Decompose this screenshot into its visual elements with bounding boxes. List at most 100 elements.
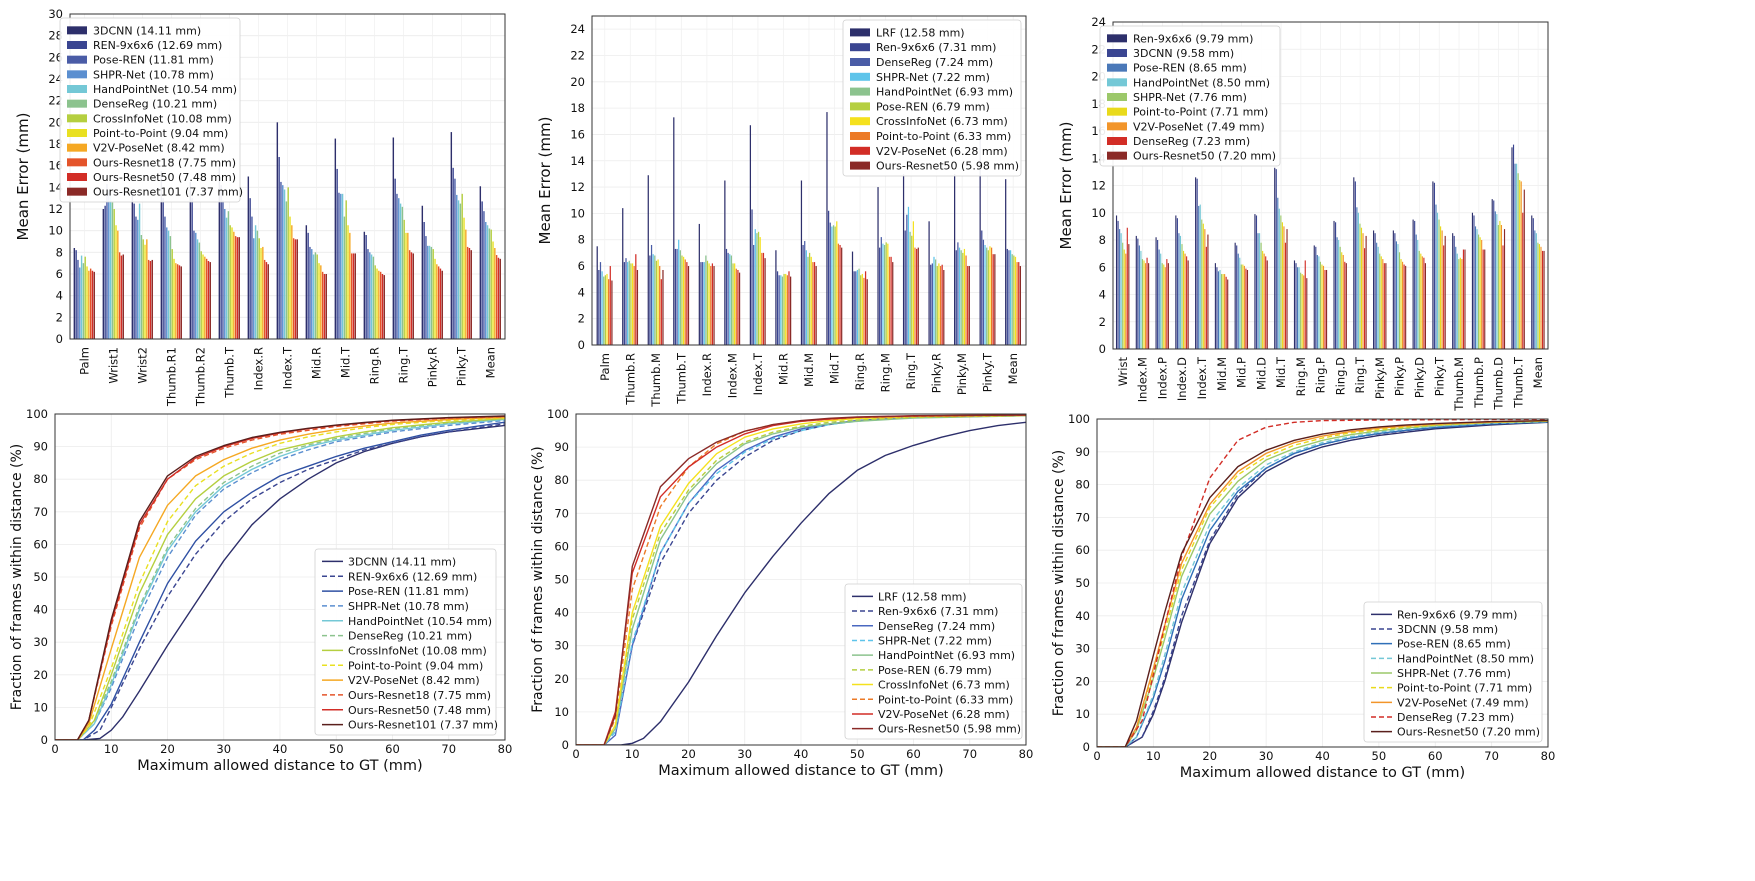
x-tick-label: Mean <box>1006 353 1020 384</box>
bar <box>1240 264 1242 349</box>
bar <box>1502 245 1504 349</box>
bar <box>115 225 117 339</box>
bar <box>753 244 755 345</box>
bar <box>378 270 380 339</box>
bar <box>1122 242 1124 349</box>
y-tick-label: 10 <box>554 705 569 719</box>
y-axis-label: Fraction of frames within distance (%) <box>9 444 25 710</box>
bar <box>1219 269 1221 349</box>
bar <box>1283 226 1285 349</box>
x-tick-label: Mid.P <box>1235 357 1249 388</box>
bar <box>888 256 891 345</box>
bar <box>780 275 782 345</box>
y-tick-label: 24 <box>48 72 63 86</box>
bar <box>225 217 228 339</box>
y-tick-label: 24 <box>1091 15 1106 29</box>
bar <box>732 263 734 345</box>
bar <box>650 244 653 345</box>
bar <box>1364 248 1366 349</box>
bar <box>178 265 181 339</box>
bar <box>341 193 344 339</box>
bar <box>318 263 320 339</box>
series-line <box>55 415 505 740</box>
bar <box>176 264 179 339</box>
x-tick-label: Pinky.R <box>426 347 440 387</box>
bar <box>175 263 177 339</box>
bar <box>138 203 141 339</box>
bar <box>253 238 255 339</box>
legend: Ren-9x6x6 (9.79 mm) 3DCNN (9.58 mm) Pose-R… <box>1099 25 1281 167</box>
y-tick-label: 8 <box>1099 233 1106 247</box>
bar <box>938 263 940 345</box>
bar <box>1532 218 1534 349</box>
legend-label: HandPointNet (10.54 mm) <box>93 83 237 96</box>
y-tick-label: 16 <box>570 127 585 141</box>
bar <box>468 248 471 339</box>
bar <box>957 242 959 345</box>
bar <box>1494 211 1496 349</box>
bar <box>1415 234 1417 349</box>
bar <box>764 258 766 345</box>
x-tick-label: 10 <box>104 742 119 756</box>
bar <box>1382 259 1384 349</box>
bar <box>398 198 400 339</box>
x-tick-label: Wrist2 <box>136 347 150 384</box>
bar <box>1360 227 1363 349</box>
bar <box>968 266 970 345</box>
bar <box>461 193 463 339</box>
legend-label: Ours-Resnet50 (7.20 mm) <box>1397 726 1540 739</box>
legend-label: CrossInfoNet (10.08 mm) <box>93 112 232 125</box>
legend-label: DenseReg (7.23 mm) <box>1397 711 1514 724</box>
legend-label: CrossInfoNet (6.73 mm) <box>878 679 1010 692</box>
x-tick-label: 40 <box>273 742 288 756</box>
bar <box>831 226 833 345</box>
bar <box>1499 220 1501 349</box>
bar <box>858 268 860 345</box>
bar <box>1187 260 1189 349</box>
bar <box>1517 173 1519 349</box>
y-tick-label: 80 <box>554 473 569 487</box>
bar <box>682 256 685 345</box>
legend-label: DenseReg (10.21 mm) <box>93 98 217 111</box>
bar <box>931 263 933 345</box>
bar <box>713 266 715 345</box>
bar <box>1263 253 1265 349</box>
bar <box>227 211 230 339</box>
bar <box>1414 220 1416 349</box>
bar <box>93 271 95 339</box>
bar <box>1473 215 1475 349</box>
y-tick-label: 8 <box>56 245 63 259</box>
legend-swatch <box>67 26 87 35</box>
bar <box>263 259 266 339</box>
bar <box>401 206 404 339</box>
bar <box>376 268 378 339</box>
y-tick-label: 0 <box>562 738 569 752</box>
bar <box>902 173 905 345</box>
legend-label: V2V-PoseNet (8.42 mm) <box>348 674 480 687</box>
y-tick-label: 100 <box>26 407 48 421</box>
legend-label: SHPR-Net (7.22 mm) <box>876 71 990 84</box>
y-tick-label: 24 <box>570 22 585 36</box>
bar <box>866 279 868 345</box>
bar <box>289 216 291 339</box>
x-tick-label: Index.T <box>281 346 295 389</box>
bar <box>280 181 282 339</box>
bar <box>883 244 886 345</box>
bar <box>1227 279 1229 349</box>
legend-swatch <box>850 72 870 81</box>
legend-label: Ren-9x6x6 (7.31 mm) <box>878 605 998 618</box>
bar <box>1123 249 1125 349</box>
bar <box>1222 274 1224 349</box>
bar <box>1423 257 1425 349</box>
x-tick-label: 80 <box>498 742 513 756</box>
legend-swatch <box>1107 93 1127 101</box>
x-tick-label: Index.T <box>1195 356 1209 399</box>
y-tick-label: 16 <box>48 159 63 173</box>
y-tick-label: 70 <box>554 506 569 520</box>
legend-swatch <box>850 132 870 140</box>
x-tick-label: Ring.T <box>1353 356 1367 393</box>
x-tick-label: 30 <box>216 742 231 756</box>
bar <box>890 256 892 345</box>
x-tick-label: 0 <box>572 747 579 761</box>
